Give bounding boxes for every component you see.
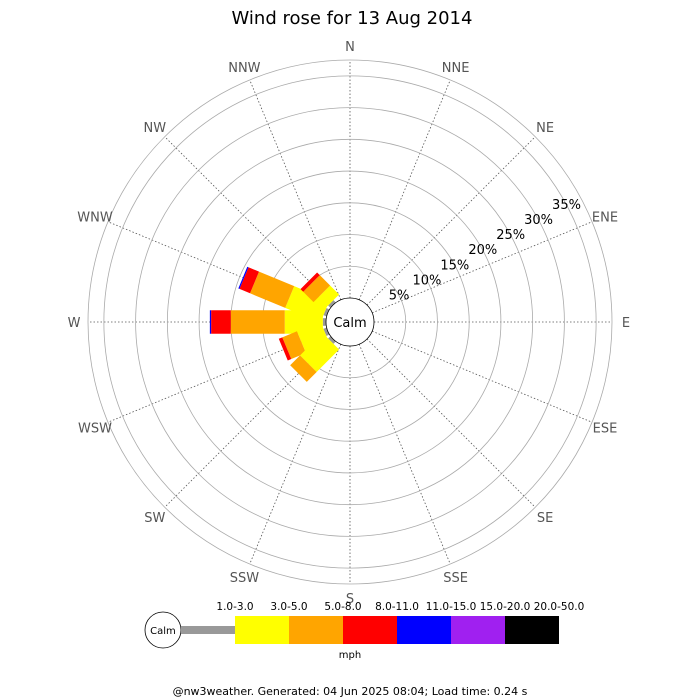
direction-labels: N NNE NE ENE E ESE SE SSE S SSW SW WSW W WNW NW NNW — [68, 40, 631, 607]
tick-label-15: 15% — [440, 258, 469, 273]
direction-label-sw: SW — [144, 511, 165, 526]
direction-label-sse: SSE — [443, 571, 468, 586]
bar-sw-5-0-8-0 — [290, 355, 317, 382]
bar-nw-3-0-5-0 — [313, 285, 340, 312]
direction-label-nnw: NNW — [228, 61, 260, 76]
legend-label-20-0-50-0: 20.0-50.0 — [534, 601, 585, 613]
direction-label-ssw: SSW — [230, 571, 260, 586]
legend-label-5-0-8-0: 5.0-8.0 — [324, 601, 361, 613]
bar-wnw-11-0-15-0 — [238, 266, 249, 289]
legend-label-15-0-20-0: 15.0-20.0 — [480, 601, 531, 613]
chart-title: Wind rose for 13 Aug 2014 — [232, 8, 473, 29]
spoke-sse — [358, 344, 451, 565]
bar-wsw-5-0-8-0 — [282, 331, 306, 360]
bar-nw-5-0-8-0 — [303, 275, 331, 303]
direction-label-wsw: WSW — [78, 422, 112, 437]
bar-wnw-5-0-8-0 — [250, 271, 295, 308]
speed-legend: Calm 1.0-3.0 3.0-5.0 5.0-8.0 8.0-11.0 11.0-15… — [144, 601, 585, 661]
bar-w-11-0-15-0 — [209, 310, 212, 334]
direction-label-wnw: WNW — [77, 210, 113, 225]
legend-swatch-3-0-5-0 — [235, 616, 289, 644]
tick-label-10: 10% — [412, 273, 441, 288]
tick-label-25: 25% — [496, 228, 525, 243]
legend-calm-label: Calm — [150, 626, 176, 637]
bar-w-1-0-3-0 — [322, 318, 326, 326]
legend-label-3-0-5-0: 3.0-5.0 — [270, 601, 307, 613]
direction-label-se: SE — [537, 511, 553, 526]
legend-swatch-15-0-20-0 — [451, 616, 505, 644]
bar-wsw-1-0-3-0 — [323, 327, 330, 336]
radial-tick-labels: 5%10%15%20%25%30%35% — [389, 198, 581, 304]
bar-w-8-0-11-0 — [211, 310, 231, 334]
direction-label-e: E — [622, 316, 630, 331]
bar-sw-1-0-3-0 — [328, 336, 336, 344]
direction-label-w: W — [68, 316, 81, 331]
direction-label-nw: NW — [144, 121, 167, 136]
spoke-nnw — [249, 79, 342, 300]
calm-center: Calm — [325, 297, 375, 347]
legend-label-11-0-15-0: 11.0-15.0 — [426, 601, 477, 613]
tick-label-30: 30% — [524, 213, 553, 228]
legend-swatch-8-0-11-0 — [343, 616, 397, 644]
tick-label-20: 20% — [468, 243, 497, 258]
direction-label-nne: NNE — [442, 61, 470, 76]
direction-label-s: S — [346, 592, 354, 607]
spoke-ssw — [249, 344, 342, 565]
direction-label-ne: NE — [536, 121, 554, 136]
spoke-ese — [372, 330, 593, 423]
ring-25 — [166, 138, 534, 506]
bar-sw-3-0-5-0 — [300, 332, 340, 372]
tick-label-5: 5% — [389, 288, 410, 303]
legend-label-1-0-3-0: 1.0-3.0 — [216, 601, 253, 613]
spoke-ene — [372, 221, 593, 314]
spoke-nne — [358, 79, 451, 300]
legend-label-8-0-11-0: 8.0-11.0 — [375, 601, 419, 613]
bar-wnw-1-0-3-0 — [323, 308, 330, 317]
ring-20 — [198, 170, 502, 474]
legend-swatch-11-0-15-0 — [397, 616, 451, 644]
legend-swatch-20-0-50-0 — [505, 616, 559, 644]
ring-35 — [103, 75, 597, 569]
footer-text: @nw3weather. Generated: 04 Jun 2025 08:0… — [173, 685, 528, 698]
bar-wsw-8-0-11-0 — [278, 337, 292, 361]
calm-label: Calm — [333, 316, 366, 331]
ring-outer — [87, 59, 613, 585]
legend-swatch-1-0-3-0 — [181, 626, 235, 634]
bar-wnw-8-0-11-0 — [239, 267, 260, 294]
spoke-nw — [164, 136, 334, 306]
direction-label-ene: ENE — [592, 210, 618, 225]
ring-30 — [135, 107, 565, 537]
bar-wnw-3-0-5-0 — [285, 286, 330, 323]
bar-nw-1-0-3-0 — [328, 300, 336, 308]
wind-bars — [209, 266, 340, 382]
bar-w-5-0-8-0 — [230, 310, 285, 334]
legend-swatch-5-0-8-0 — [289, 616, 343, 644]
tick-label-35: 35% — [552, 198, 581, 213]
bar-nw-8-0-11-0 — [300, 272, 320, 292]
direction-label-ese: ESE — [593, 422, 618, 437]
direction-label-n: N — [345, 40, 355, 55]
spoke-ne — [366, 136, 536, 306]
spoke-se — [366, 338, 536, 508]
legend-unit-label: mph — [339, 650, 361, 661]
